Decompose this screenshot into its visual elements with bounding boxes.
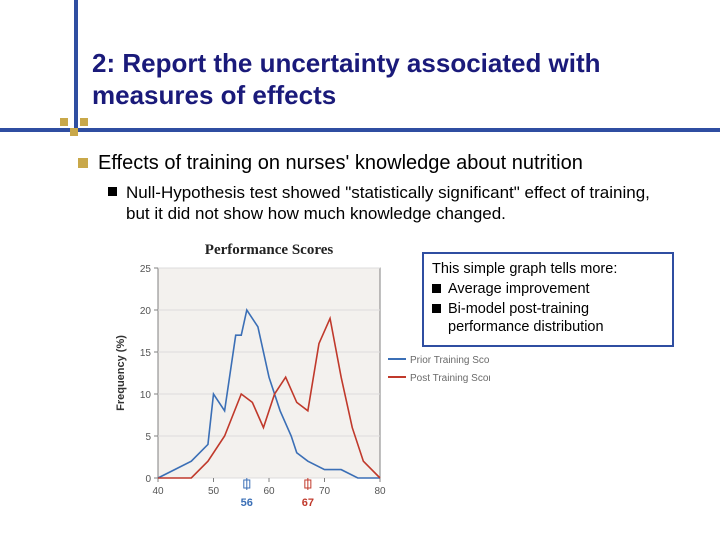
accent-square (70, 128, 78, 136)
bullet-level2: Null-Hypothesis test showed "statistical… (108, 182, 668, 225)
svg-text:80: 80 (374, 486, 386, 497)
svg-text:10: 10 (140, 390, 152, 401)
bullet-marker (432, 304, 441, 313)
annotation-item: Average improvement (432, 280, 664, 298)
slide-title: 2: Report the uncertainty associated wit… (92, 48, 672, 111)
svg-text:50: 50 (208, 486, 220, 497)
bullet-text: Effects of training on nurses' knowledge… (98, 152, 678, 175)
bullet-level1: Effects of training on nurses' knowledge… (78, 152, 678, 175)
svg-text:67: 67 (302, 497, 314, 509)
annotation-item-text: Average improvement (448, 281, 590, 297)
svg-text:0: 0 (145, 474, 151, 485)
accent-square (80, 118, 88, 126)
svg-text:60: 60 (263, 486, 275, 497)
svg-text:40: 40 (152, 486, 164, 497)
accent-square (60, 118, 68, 126)
svg-text:15: 15 (140, 348, 152, 359)
annotation-lead: This simple graph tells more: (432, 260, 664, 278)
annotation-item-text: Bi-model post-training performance distr… (448, 301, 604, 335)
annotation-item: Bi-model post-training performance distr… (432, 300, 664, 336)
bullet-marker (108, 187, 117, 196)
svg-text:Frequency (%): Frequency (%) (115, 335, 127, 411)
svg-text:56: 56 (241, 497, 253, 509)
svg-text:25: 25 (140, 264, 152, 275)
svg-text:Post Training Scores: Post Training Scores (410, 373, 490, 384)
bullet-marker (432, 284, 441, 293)
bullet-text: Null-Hypothesis test showed "statistical… (126, 182, 668, 225)
bullet-marker (78, 158, 88, 168)
annotation-box: This simple graph tells more: Average im… (422, 252, 674, 347)
svg-text:Performance Scores: Performance Scores (205, 242, 334, 258)
svg-text:20: 20 (140, 306, 152, 317)
svg-text:Prior Training Scores: Prior Training Scores (410, 355, 490, 366)
slide-accent (0, 0, 82, 540)
svg-text:5: 5 (145, 432, 151, 443)
svg-text:70: 70 (319, 486, 331, 497)
